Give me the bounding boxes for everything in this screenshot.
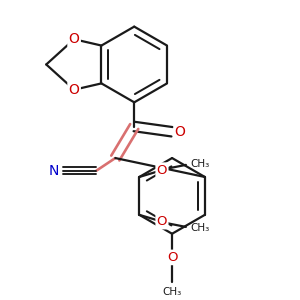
Text: O: O: [69, 83, 80, 97]
Text: CH₃: CH₃: [190, 223, 210, 233]
Text: CH₃: CH₃: [190, 159, 210, 169]
Text: O: O: [69, 32, 80, 46]
Text: N: N: [49, 164, 59, 178]
Text: O: O: [157, 164, 167, 177]
Text: O: O: [157, 215, 167, 228]
Text: O: O: [175, 125, 186, 139]
Text: CH₃: CH₃: [163, 286, 182, 297]
Text: O: O: [167, 251, 177, 264]
